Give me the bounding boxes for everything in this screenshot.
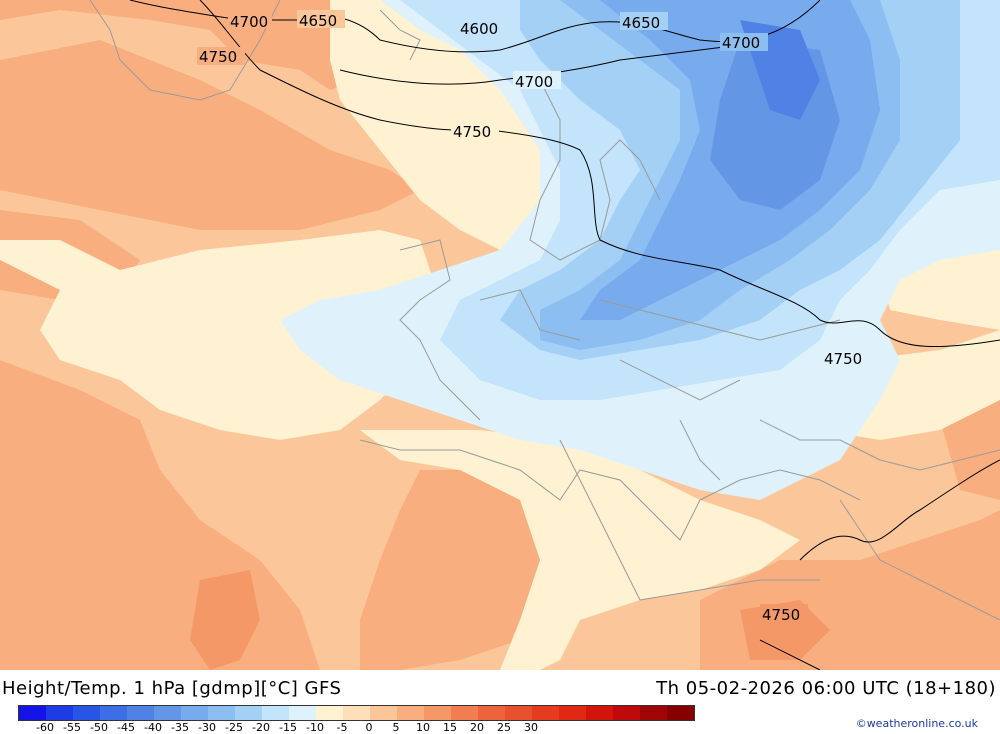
colorbar-swatch — [127, 706, 154, 720]
colorbar-swatch — [640, 706, 667, 720]
colorbar-swatch — [667, 706, 694, 720]
colorbar-swatch — [19, 706, 46, 720]
colorbar-tick-label: 25 — [497, 721, 511, 734]
colorbar-swatch — [181, 706, 208, 720]
colorbar-tick-label: 10 — [416, 721, 430, 734]
colorbar-tick-label: -50 — [90, 721, 108, 734]
weather-map: 4700 4650 4600 4650 4700 4750 4700 4750 … — [0, 0, 1000, 670]
map-datetime: Th 05-02-2026 06:00 UTC (18+180) — [656, 678, 996, 699]
contour-label-6: 4750 — [199, 48, 237, 66]
colorbar-tick-label: -5 — [336, 721, 348, 734]
colorbar-swatch — [397, 706, 424, 720]
contour-label-5: 4700 — [722, 34, 760, 52]
colorbar-tick-label: -45 — [117, 721, 135, 734]
colorbar-swatch — [154, 706, 181, 720]
colorbar-swatch — [46, 706, 73, 720]
contour-label-9: 4750 — [824, 350, 862, 368]
colorbar-tick-label: -55 — [63, 721, 81, 734]
colorbar-swatch — [262, 706, 289, 720]
colorbar-swatch — [370, 706, 397, 720]
contour-label-1: 4700 — [230, 13, 268, 31]
colorbar-tick-label: 30 — [524, 721, 538, 734]
colorbar-swatch — [478, 706, 505, 720]
colorbar-swatch — [208, 706, 235, 720]
colorbar-swatch — [424, 706, 451, 720]
colorbar-tick-label: -15 — [279, 721, 297, 734]
map-title: Height/Temp. 1 hPa [gdmp][°C] GFS — [2, 678, 342, 699]
colorbar-tick-label: 0 — [365, 721, 373, 734]
contour-label-2: 4650 — [299, 12, 337, 30]
colorbar-swatch — [532, 706, 559, 720]
credit-link[interactable]: ©weatheronline.co.uk — [855, 717, 978, 730]
contour-label-3: 4600 — [460, 20, 498, 38]
colorbar-swatch — [343, 706, 370, 720]
colorbar-swatch — [586, 706, 613, 720]
colorbar-tick-label: -30 — [198, 721, 216, 734]
colorbar-swatch — [316, 706, 343, 720]
cold-regions — [280, 0, 1000, 500]
colorbar-tick-label: -40 — [144, 721, 162, 734]
colorbar-swatch — [505, 706, 532, 720]
footer — [0, 670, 1000, 733]
contour-label-7: 4700 — [515, 73, 553, 91]
colorbar-ticks: -60 -55 -50 -45 -40 -35 -30 -25 -20 -15 -10 -5 0 5 10 1… — [18, 722, 578, 734]
colorbar-swatch — [559, 706, 586, 720]
colorbar-tick-label: -20 — [252, 721, 270, 734]
contour-label-10: 4750 — [762, 606, 800, 624]
coastlines — [89, 0, 1000, 621]
colorbar-swatch — [451, 706, 478, 720]
contour-labels: 4700 4650 4600 4650 4700 4750 4700 4750 … — [197, 10, 870, 624]
colorbar-tick-label: -10 — [306, 721, 324, 734]
contour-label-8: 4750 — [453, 123, 491, 141]
colorbar-tick-label: -60 — [36, 721, 54, 734]
colorbar-swatch — [100, 706, 127, 720]
colorbar-swatch — [613, 706, 640, 720]
colorbar-tick-label: 20 — [470, 721, 484, 734]
colorbar-tick-label: 15 — [443, 721, 457, 734]
colorbar-swatch — [73, 706, 100, 720]
colorbar-tick-label: 5 — [392, 721, 400, 734]
colorbar-tick-label: -25 — [225, 721, 243, 734]
colorbar-swatch — [235, 706, 262, 720]
contour-label-4: 4650 — [622, 14, 660, 32]
colorbar-swatch — [289, 706, 316, 720]
colorbar-tick-label: -35 — [171, 721, 189, 734]
colorbar — [18, 705, 695, 721]
